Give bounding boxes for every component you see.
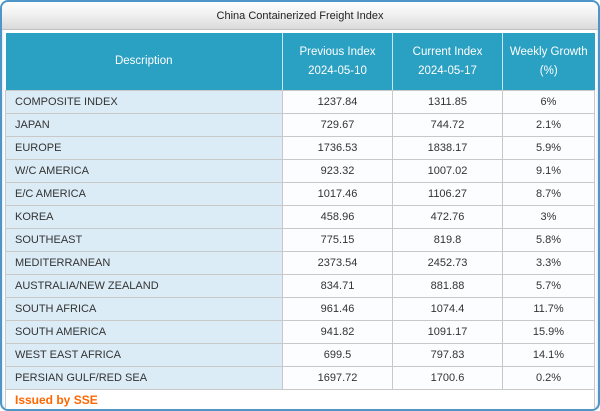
table-row: SOUTHEAST 775.15 819.8 5.8% <box>5 228 595 252</box>
weekly-growth-cell: 5.7% <box>502 274 595 298</box>
previous-index-cell: 699.5 <box>282 343 393 367</box>
current-index-cell: 2452.73 <box>392 251 503 275</box>
current-index-cell: 1106.27 <box>392 182 503 206</box>
weekly-growth-cell: 2.1% <box>502 113 595 137</box>
table-footer-row: Issued by SSE <box>5 389 595 409</box>
table-row: SOUTH AMERICA 941.82 1091.17 15.9% <box>5 320 595 344</box>
weekly-growth-cell: 14.1% <box>502 343 595 367</box>
previous-index-cell: 729.67 <box>282 113 393 137</box>
weekly-growth-cell: 15.9% <box>502 320 595 344</box>
current-index-cell: 1007.02 <box>392 159 503 183</box>
weekly-growth-cell: 9.1% <box>502 159 595 183</box>
weekly-growth-cell: 5.8% <box>502 228 595 252</box>
previous-index-cell: 834.71 <box>282 274 393 298</box>
freight-index-table: Description Previous Index 2024-05-10 Cu… <box>5 33 595 409</box>
table-row: MEDITERRANEAN 2373.54 2452.73 3.3% <box>5 251 595 275</box>
description-cell: SOUTHEAST <box>5 228 283 252</box>
previous-index-cell: 1736.53 <box>282 136 393 160</box>
description-cell: E/C AMERICA <box>5 182 283 206</box>
current-index-cell: 472.76 <box>392 205 503 229</box>
description-cell: EUROPE <box>5 136 283 160</box>
previous-index-cell: 923.32 <box>282 159 393 183</box>
current-index-cell: 1074.4 <box>392 297 503 321</box>
weekly-growth-cell: 0.2% <box>502 366 595 390</box>
table-row: WEST EAST AFRICA 699.5 797.83 14.1% <box>5 343 595 367</box>
description-cell: KOREA <box>5 205 283 229</box>
description-cell: SOUTH AFRICA <box>5 297 283 321</box>
description-cell: JAPAN <box>5 113 283 137</box>
col-header-current-index: Current Index 2024-05-17 <box>392 33 503 91</box>
current-index-cell: 1311.85 <box>392 90 503 114</box>
weekly-growth-cell: 3.3% <box>502 251 595 275</box>
weekly-growth-cell: 11.7% <box>502 297 595 321</box>
weekly-growth-cell: 8.7% <box>502 182 595 206</box>
current-index-cell: 1091.17 <box>392 320 503 344</box>
description-cell: WEST EAST AFRICA <box>5 343 283 367</box>
description-cell: MEDITERRANEAN <box>5 251 283 275</box>
table-row: AUSTRALIA/NEW ZEALAND 834.71 881.88 5.7% <box>5 274 595 298</box>
previous-index-cell: 775.15 <box>282 228 393 252</box>
table-row: PERSIAN GULF/RED SEA 1697.72 1700.6 0.2% <box>5 366 595 390</box>
description-cell: SOUTH AMERICA <box>5 320 283 344</box>
table-row: KOREA 458.96 472.76 3% <box>5 205 595 229</box>
table-area: Description Previous Index 2024-05-10 Cu… <box>5 33 595 409</box>
table-row: SOUTH AFRICA 961.46 1074.4 11.7% <box>5 297 595 321</box>
table-row: JAPAN 729.67 744.72 2.1% <box>5 113 595 137</box>
previous-index-cell: 1017.46 <box>282 182 393 206</box>
current-index-cell: 797.83 <box>392 343 503 367</box>
col-header-description: Description <box>5 33 283 91</box>
previous-index-cell: 941.82 <box>282 320 393 344</box>
table-row: EUROPE 1736.53 1838.17 5.9% <box>5 136 595 160</box>
previous-index-cell: 1697.72 <box>282 366 393 390</box>
description-cell: AUSTRALIA/NEW ZEALAND <box>5 274 283 298</box>
description-cell: W/C AMERICA <box>5 159 283 183</box>
description-cell: COMPOSITE INDEX <box>5 90 283 114</box>
issued-by-note: Issued by SSE <box>5 389 595 409</box>
panel-title-bar: China Containerized Freight Index <box>2 2 598 30</box>
weekly-growth-cell: 3% <box>502 205 595 229</box>
col-header-previous-index: Previous Index 2024-05-10 <box>282 33 393 91</box>
table-row: E/C AMERICA 1017.46 1106.27 8.7% <box>5 182 595 206</box>
table-row: W/C AMERICA 923.32 1007.02 9.1% <box>5 159 595 183</box>
previous-index-cell: 458.96 <box>282 205 393 229</box>
table-row: COMPOSITE INDEX 1237.84 1311.85 6% <box>5 90 595 114</box>
table-body: COMPOSITE INDEX 1237.84 1311.85 6% JAPAN 729.… <box>5 90 595 390</box>
current-index-cell: 1838.17 <box>392 136 503 160</box>
weekly-growth-cell: 6% <box>502 90 595 114</box>
panel-title: China Containerized Freight Index <box>216 9 384 22</box>
table-header-row: Description Previous Index 2024-05-10 Cu… <box>5 33 595 91</box>
description-cell: PERSIAN GULF/RED SEA <box>5 366 283 390</box>
col-header-weekly-growth: Weekly Growth (%) <box>502 33 595 91</box>
current-index-cell: 819.8 <box>392 228 503 252</box>
current-index-cell: 744.72 <box>392 113 503 137</box>
weekly-growth-cell: 5.9% <box>502 136 595 160</box>
previous-index-cell: 1237.84 <box>282 90 393 114</box>
current-index-cell: 881.88 <box>392 274 503 298</box>
previous-index-cell: 961.46 <box>282 297 393 321</box>
previous-index-cell: 2373.54 <box>282 251 393 275</box>
current-index-cell: 1700.6 <box>392 366 503 390</box>
